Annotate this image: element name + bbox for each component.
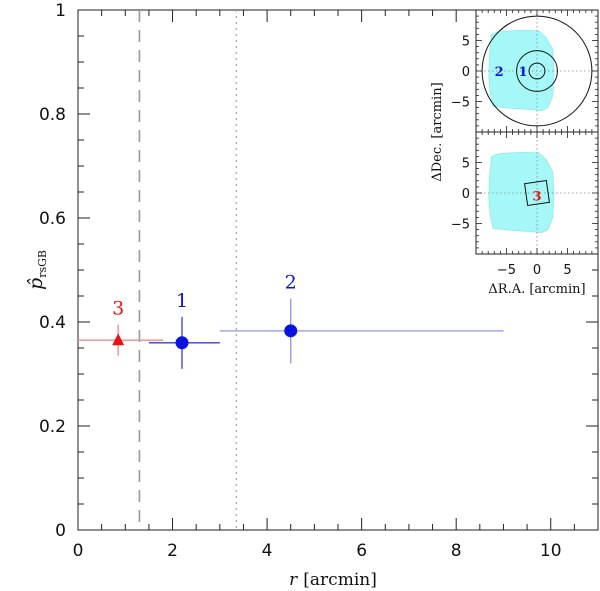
inset-top-y-tick-label: 0 [462,65,470,80]
inset-top-annulus [528,62,546,80]
inset-top: 5 0 −5 2 1 [451,10,598,132]
inset-bottom-y-tick-label: −5 [451,218,470,233]
inset-x-tick-label: 0 [533,263,541,278]
data-point-3 [112,333,125,346]
x-tick-label: 6 [356,541,367,561]
data-point-label-3: 3 [112,298,124,320]
x-tick-label: 2 [167,541,178,561]
inset-y-label: ΔDec. [arcmin] [430,82,445,181]
y-tick-label: 0.2 [39,417,66,437]
inset-x-tick-label: 5 [563,263,571,278]
x-axis-label: r [arcmin] [289,570,377,590]
y-axis-label-group: p̂rsGB [25,250,49,290]
y-tick-label: 0 [55,521,66,541]
x-tick-label: 0 [73,541,84,561]
y-tick-label: 0.4 [39,313,66,333]
x-tick-label: 4 [262,541,273,561]
y-tick-label: 0.6 [39,209,66,229]
x-tick-label: 10 [540,541,562,561]
inset-bottom-y-tick-label: 0 [462,187,470,202]
inset-bottom-y-tick-label: 5 [462,157,470,172]
inset-top-region-label-2: 2 [495,65,504,80]
inset-top-region-label-1: 1 [518,65,527,80]
inset-bottom-region-label-3: 3 [532,189,541,204]
data-point-label-1: 1 [176,290,188,312]
data-point-label-2: 2 [285,272,297,294]
inset-bottom-box [524,180,550,206]
y-axis-label: p̂rsGB [25,250,49,290]
inset-top-annulus [516,50,558,92]
inset-x-label: ΔR.A. [arcmin] [488,282,585,297]
y-tick-label: 1 [55,1,66,21]
inset-top-y-tick-label: −5 [451,96,470,111]
inset-bottom-survey-field [488,151,555,233]
x-tick-label: 8 [451,541,462,561]
inset-top-annulus [481,15,593,127]
y-tick-label: 0.8 [39,105,66,125]
inset-x-tick-label: −5 [497,263,516,278]
inset-bottom: 5 0 −5 3 −5 0 5 [451,132,598,278]
inset-top-y-tick-label: 5 [462,35,470,50]
data-point-1 [175,336,189,350]
inset-y-label-group: ΔDec. [arcmin] [430,82,445,181]
data-point-2 [284,324,298,338]
